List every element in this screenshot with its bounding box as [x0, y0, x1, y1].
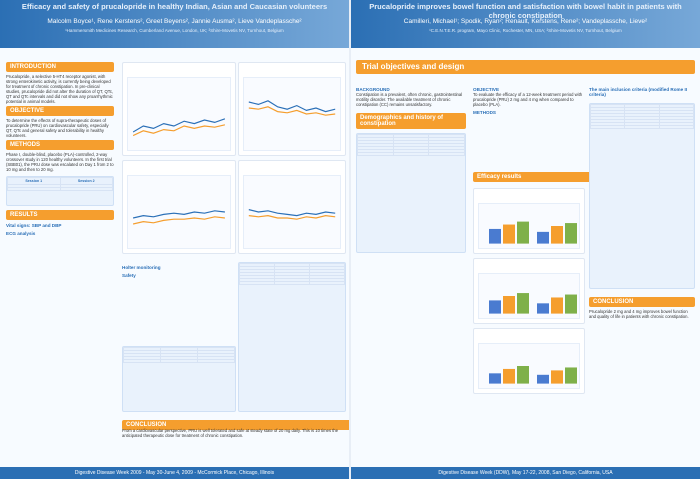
panel-title — [474, 189, 584, 193]
chart-area — [243, 77, 341, 151]
left-header: Efficacy and safety of prucalopride in h… — [0, 0, 349, 48]
right-col-2: OBJECTIVE To evaluate the efficacy of a … — [473, 84, 583, 115]
objective-title: OBJECTIVE — [6, 106, 114, 116]
right-col-3: The main inclusion criteria (modified Ro… — [589, 84, 695, 319]
td — [274, 281, 310, 285]
efficacy-panel — [473, 328, 585, 394]
panel-title — [123, 161, 235, 165]
chart-area — [127, 77, 231, 151]
td — [59, 187, 113, 191]
right-header-title: Prucalopride improves bowel function and… — [369, 2, 682, 20]
td — [658, 125, 695, 129]
methods-text: Phase I, double-blind, placebo (PLA)-con… — [6, 152, 114, 172]
panel-title — [239, 161, 345, 165]
right-poster: Prucalopride improves bowel function and… — [351, 0, 700, 479]
left-col-2: Holter monitoring Safety — [122, 262, 234, 278]
left-affiliations: ¹Hammersmith Medicines Research, Cumberl… — [65, 28, 284, 33]
graph-panel — [122, 62, 236, 156]
graph-panel — [238, 160, 346, 254]
results-subtitle: Vital signs: SBP and DBP — [6, 223, 62, 228]
graph-panel — [238, 62, 346, 156]
right-authors: Camilleri, Michael¹; Spodik, Ryan²; Rena… — [403, 18, 648, 25]
panel-title — [474, 329, 584, 333]
chart-svg — [132, 210, 225, 225]
methods-title: METHODS — [473, 110, 496, 115]
chart-svg — [132, 118, 226, 137]
panel-title — [474, 259, 584, 263]
right-title-bar: Trial objectives and design — [356, 60, 695, 74]
objective-title: OBJECTIVE — [473, 87, 500, 92]
intro-text: Prucalopride, a selective 5-HT4 receptor… — [6, 74, 114, 104]
efficacy-panel — [473, 258, 585, 324]
td — [428, 152, 465, 156]
panel-title — [239, 63, 345, 67]
methods-title: METHODS — [6, 140, 114, 150]
graph-panel — [122, 160, 236, 254]
left-authors: Malcolm Boyce¹, Rene Kerstens², Greet Be… — [47, 18, 302, 25]
left-footer: Digestive Disease Week 2009 - May 30-Jun… — [0, 467, 349, 479]
conclusion-text: From a cardiovascular perspective, PRU i… — [122, 428, 339, 438]
intro-title: INTRODUCTION — [6, 62, 114, 72]
ecg-subtitle: ECG analysis — [6, 231, 36, 236]
td — [160, 359, 198, 363]
conclusion-title: CONCLUSION — [122, 420, 349, 430]
td — [392, 152, 430, 156]
results-table — [589, 104, 695, 129]
right-header: Prucalopride improves bowel function and… — [351, 0, 700, 48]
bar-chart-svg — [489, 366, 577, 384]
holter-subtitle: Holter monitoring — [122, 265, 161, 270]
safety-subtitle: Safety — [122, 273, 136, 278]
chart-area — [243, 175, 341, 249]
chart-area — [478, 343, 580, 389]
left-table-box — [122, 346, 236, 412]
td — [357, 152, 394, 156]
td — [624, 125, 660, 129]
efficacy-title: Efficacy results — [473, 172, 591, 182]
chart-svg — [248, 100, 336, 116]
bar-chart-svg — [489, 293, 577, 314]
demographics-title: Demographics and history of constipation — [356, 113, 466, 129]
demographics-table-box — [356, 133, 466, 253]
td — [7, 187, 61, 191]
left-table — [123, 347, 235, 363]
panel-title — [123, 63, 235, 67]
right-conclusion-text: Prucalopride 2 mg and 4 mg improves bowe… — [589, 309, 689, 319]
results-table-box — [589, 103, 695, 289]
chart-area — [127, 175, 231, 249]
right-table-box — [238, 262, 346, 412]
th: Session 1 — [7, 177, 61, 185]
left-poster: Efficacy and safety of prucalopride in h… — [0, 0, 349, 479]
demographics-table — [357, 134, 465, 156]
td — [197, 359, 235, 363]
bar-chart-svg — [489, 221, 577, 244]
td — [589, 125, 626, 129]
methods-table: Session 1 Session 2 — [7, 177, 113, 191]
right-affiliations: ¹C.E.N.T.E.R. program, Mayo Clinic, Roch… — [429, 28, 622, 33]
results-title: RESULTS — [6, 210, 114, 220]
methods-table-box: Session 1 Session 2 — [6, 176, 114, 206]
td — [239, 281, 275, 285]
divider — [349, 0, 351, 479]
right-footer: Digestive Disease Week (DDW), May 17-22,… — [351, 467, 700, 479]
td — [309, 281, 345, 285]
chart-svg — [248, 209, 336, 220]
right-conclusion-title: CONCLUSION — [589, 297, 695, 307]
background-text: Constipation is a prevalent, often chron… — [356, 92, 463, 107]
td — [123, 359, 161, 363]
efficacy-panel — [473, 188, 585, 254]
chart-area — [478, 273, 580, 319]
chart-area — [478, 203, 580, 249]
right-table — [239, 263, 345, 285]
objective-text: To determine the effects of supra-therap… — [6, 118, 109, 138]
th: Session 2 — [59, 177, 113, 185]
objective-text: To evaluate the efficacy of a 12-week tr… — [473, 92, 583, 107]
key-points: The main inclusion criteria (modified Ro… — [589, 87, 688, 97]
background-title: BACKGROUND — [356, 87, 390, 92]
right-col-1: BACKGROUND Constipation is a prevalent, … — [356, 84, 466, 253]
left-col-1: INTRODUCTION Prucalopride, a selective 5… — [6, 60, 114, 236]
left-header-title: Efficacy and safety of prucalopride in h… — [21, 2, 328, 11]
